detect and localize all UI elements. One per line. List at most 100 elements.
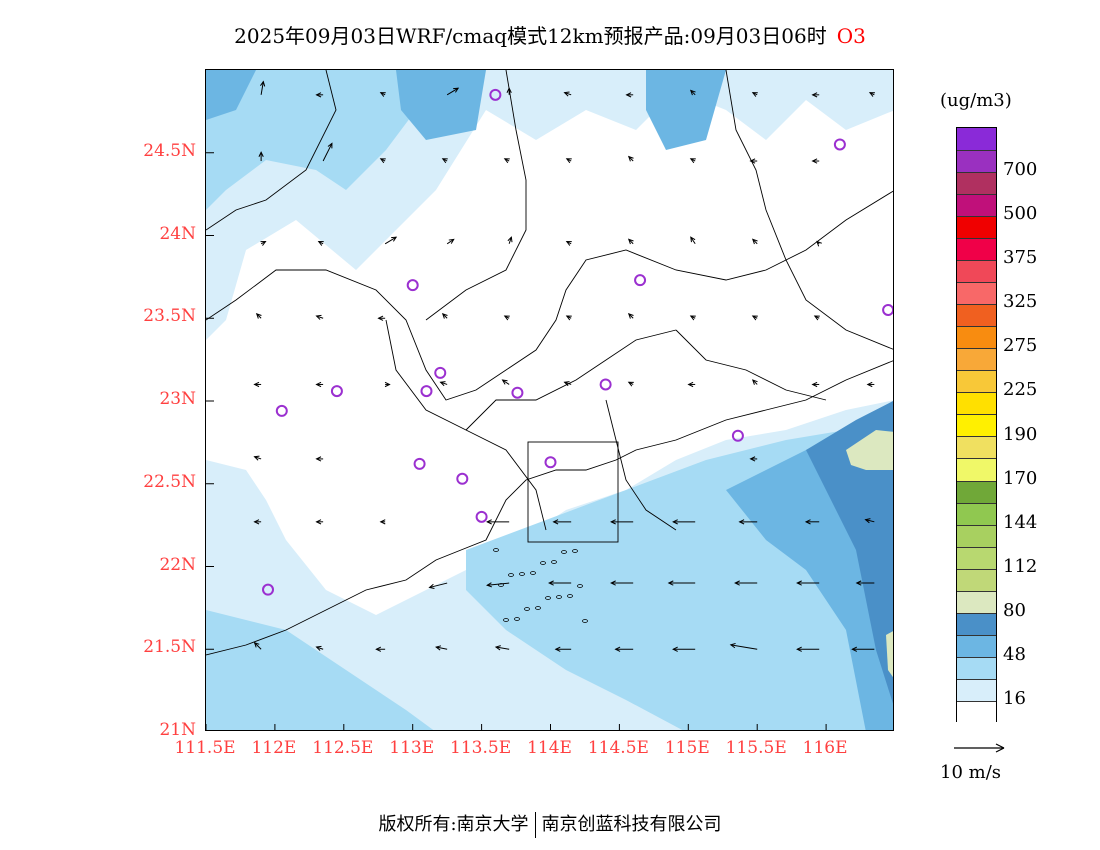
y-tick-label: 22N <box>159 554 196 575</box>
wind-vector-head <box>672 519 678 525</box>
colorbar-segment <box>957 480 996 503</box>
colorbar-segment <box>957 238 996 261</box>
wind-vector-head <box>552 519 559 525</box>
station-marker <box>406 279 419 292</box>
wind-vector-head <box>672 646 678 652</box>
y-tick-label: 21N <box>159 720 196 740</box>
wind-vector-head <box>627 155 634 162</box>
y-tick-label: 24.5N <box>143 140 196 161</box>
wind-vector <box>436 646 448 650</box>
wind-vector-head <box>253 641 260 648</box>
title-species: O3 <box>836 24 866 48</box>
island-outline <box>493 548 499 552</box>
wind-vector-head <box>548 580 554 586</box>
wind-vector-head <box>494 645 501 651</box>
x-tick-label: 112.5E <box>312 738 374 758</box>
wind-vector-head <box>751 238 758 245</box>
boundary-line <box>206 70 337 231</box>
wind-vector-head <box>384 381 391 388</box>
wind-vector-head <box>729 642 736 649</box>
wind-vector <box>730 644 758 650</box>
wind-vector-head <box>811 381 818 388</box>
wind-vector-head <box>506 87 512 93</box>
station-marker <box>544 456 557 469</box>
wind-vector-head <box>811 158 818 164</box>
wind-vector-head <box>610 580 616 586</box>
x-tick-label: 112E <box>251 738 297 758</box>
island-outline <box>508 573 514 577</box>
colorbar-segment <box>957 546 996 569</box>
boundary-line <box>725 70 893 350</box>
colorbar-label: 170 <box>1003 467 1038 489</box>
wind-vector <box>322 143 333 162</box>
boundary-line <box>206 190 893 401</box>
wind-vector-head <box>391 236 398 242</box>
wind-vector-head <box>258 151 264 157</box>
colorbar-segment <box>957 502 996 525</box>
station-marker <box>489 88 502 101</box>
wind-vector <box>865 519 875 523</box>
wind-vector-head <box>260 80 266 87</box>
wind-vector-head <box>377 315 384 321</box>
wind-vector <box>316 315 324 319</box>
island-outline <box>530 571 536 575</box>
wind-vector-head <box>435 645 442 651</box>
island-outline <box>567 594 573 598</box>
wind-vector-head <box>441 313 448 319</box>
wind-vector-head <box>796 646 802 652</box>
colorbar-segment <box>957 414 996 437</box>
station-marker <box>262 583 275 596</box>
footer-divider <box>534 812 536 838</box>
colorbar-label: 16 <box>1003 687 1026 709</box>
station-marker <box>330 385 343 398</box>
field-sea-darkest <box>806 401 893 704</box>
wind-vector-head <box>503 315 510 321</box>
wind-vector-head <box>428 583 435 589</box>
colorbar-segment <box>957 678 996 701</box>
wind-vector-head <box>610 519 616 525</box>
footer-copyright: 版权所有:南京大学 <box>378 814 529 835</box>
boundary-line <box>206 360 893 656</box>
x-tick-label: 114.5E <box>587 738 649 758</box>
wind-vector-head <box>486 582 493 588</box>
wind-vector-head <box>379 519 386 525</box>
field-northwest-dark <box>206 70 256 120</box>
island-outline <box>545 596 551 600</box>
station-marker <box>456 472 469 485</box>
island-outline <box>551 560 557 564</box>
colorbar-label: 700 <box>1003 159 1038 181</box>
wind-vector-head <box>486 519 492 525</box>
field-southwest-mid <box>206 610 434 730</box>
island-outline <box>561 550 567 554</box>
wind-vector-head <box>565 241 572 246</box>
colorbar-label: 500 <box>1003 203 1038 225</box>
wind-vector-head <box>689 158 696 164</box>
island-outline <box>535 606 541 610</box>
field-north-dark <box>396 70 486 140</box>
wind-vector-head <box>811 92 818 98</box>
wind-vector <box>254 456 262 460</box>
colorbar-label: 225 <box>1003 379 1038 401</box>
colorbar-segment <box>957 612 996 635</box>
wind-vector <box>690 236 696 245</box>
map-svg <box>206 70 893 730</box>
island-outline <box>503 618 509 622</box>
wind-vector <box>487 582 510 586</box>
wind-vector-head <box>448 238 455 244</box>
colorbar-segment <box>957 458 996 481</box>
boundary-line <box>425 70 527 321</box>
x-tick-label: 113.5E <box>450 738 512 758</box>
station-marker <box>275 404 288 417</box>
wind-vector-head <box>315 314 322 320</box>
wind-vector-head <box>749 456 756 462</box>
island-outline <box>519 572 525 576</box>
wind-vector-head <box>627 238 634 245</box>
wind-reference-arrow <box>954 743 1005 753</box>
footer-company: 南京创蓝科技有限公司 <box>541 814 722 835</box>
wind-vector-head <box>253 381 260 388</box>
wind-vector-head <box>796 580 802 586</box>
island-outline <box>556 595 562 599</box>
station-marker <box>475 510 488 523</box>
x-tick-label: 113E <box>389 738 435 758</box>
colorbar-label: 190 <box>1003 423 1038 445</box>
